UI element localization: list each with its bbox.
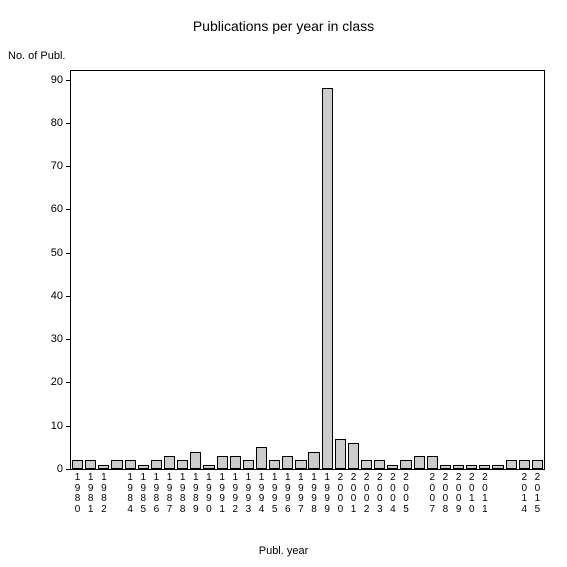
x-tick-label: 1 9 9 2 (232, 473, 238, 515)
bar (479, 465, 490, 469)
x-tick-label: 1 9 9 0 (206, 473, 212, 515)
bar (151, 460, 162, 469)
x-tick-label: 1 9 9 6 (285, 473, 291, 515)
y-tick (66, 296, 71, 297)
bar (532, 460, 543, 469)
bar (125, 460, 136, 469)
x-tick-label: 2 0 0 8 (443, 473, 449, 515)
bar (203, 465, 214, 469)
x-tick-label: 1 9 9 9 (324, 473, 330, 515)
y-tick-label: 60 (51, 203, 63, 215)
y-tick-label: 10 (51, 420, 63, 432)
bar (466, 465, 477, 469)
y-tick (66, 382, 71, 383)
bar (519, 460, 530, 469)
y-tick-label: 70 (51, 160, 63, 172)
bar (506, 460, 517, 469)
x-tick-label: 1 9 9 7 (298, 473, 304, 515)
bar (322, 88, 333, 469)
y-tick-label: 80 (51, 117, 63, 129)
bar (72, 460, 83, 469)
x-tick-label: 2 0 1 0 (469, 473, 475, 515)
bar (427, 456, 438, 469)
bar (295, 460, 306, 469)
bar (387, 465, 398, 469)
x-tick-label: 1 9 8 9 (193, 473, 199, 515)
bar (177, 460, 188, 469)
bar (230, 456, 241, 469)
bar (282, 456, 293, 469)
bar (256, 447, 267, 469)
bar (111, 460, 122, 469)
x-tick-label: 1 9 8 7 (167, 473, 173, 515)
bar (269, 460, 280, 469)
x-tick-label: 2 0 0 7 (430, 473, 436, 515)
y-tick-label: 90 (51, 74, 63, 86)
x-tick-label: 2 0 0 0 (338, 473, 344, 515)
x-tick-label: 2 0 0 2 (364, 473, 370, 515)
x-tick-label: 2 0 1 5 (535, 473, 541, 515)
x-tick-label: 1 9 8 5 (140, 473, 146, 515)
bar (217, 456, 228, 469)
x-tick-label: 1 9 9 5 (272, 473, 278, 515)
bar (414, 456, 425, 469)
y-tick (66, 166, 71, 167)
bar (138, 465, 149, 469)
chart-title: Publications per year in class (0, 18, 567, 34)
x-tick-label: 2 0 1 1 (482, 473, 488, 515)
y-tick (66, 123, 71, 124)
x-tick-label: 1 9 9 8 (311, 473, 317, 515)
x-tick-label: 1 9 9 1 (219, 473, 225, 515)
y-tick (66, 426, 71, 427)
chart-container: Publications per year in class No. of Pu… (0, 0, 567, 567)
bar (308, 452, 319, 469)
y-tick (66, 209, 71, 210)
bar (85, 460, 96, 469)
x-tick-label: 1 9 8 0 (75, 473, 81, 515)
x-tick-label: 2 0 0 4 (390, 473, 396, 515)
x-tick-label: 1 9 9 4 (259, 473, 265, 515)
bar (98, 465, 109, 469)
bar (492, 465, 503, 469)
y-tick-label: 20 (51, 376, 63, 388)
x-tick-label: 2 0 0 1 (351, 473, 357, 515)
y-tick-label: 30 (51, 333, 63, 345)
x-axis-label: Publ. year (0, 545, 567, 557)
bar (164, 456, 175, 469)
x-tick-label: 1 9 8 4 (127, 473, 133, 515)
bar (348, 443, 359, 469)
y-tick (66, 253, 71, 254)
bar (361, 460, 372, 469)
x-tick-label: 1 9 8 6 (154, 473, 160, 515)
x-tick-label: 1 9 8 2 (101, 473, 107, 515)
x-tick-label: 2 0 0 5 (403, 473, 409, 515)
y-axis-label: No. of Publ. (8, 50, 65, 62)
x-tick-label: 2 0 1 4 (522, 473, 528, 515)
bar (374, 460, 385, 469)
x-tick-label: 2 0 0 9 (456, 473, 462, 515)
bar (440, 465, 451, 469)
bar (400, 460, 411, 469)
x-tick-label: 2 0 0 3 (377, 473, 383, 515)
plot-area: 0102030405060708090 1 9 8 01 9 8 11 9 8 … (70, 70, 545, 470)
y-tick (66, 80, 71, 81)
x-tick-label: 1 9 8 1 (88, 473, 94, 515)
y-tick-label: 0 (57, 463, 63, 475)
bar (453, 465, 464, 469)
x-tick-label: 1 9 9 3 (246, 473, 252, 515)
bar (335, 439, 346, 469)
bar (243, 460, 254, 469)
x-tick-label: 1 9 8 8 (180, 473, 186, 515)
bar (190, 452, 201, 469)
y-tick (66, 339, 71, 340)
bars-group (71, 71, 544, 469)
y-tick-label: 50 (51, 247, 63, 259)
y-tick (66, 469, 71, 470)
y-tick-label: 40 (51, 290, 63, 302)
